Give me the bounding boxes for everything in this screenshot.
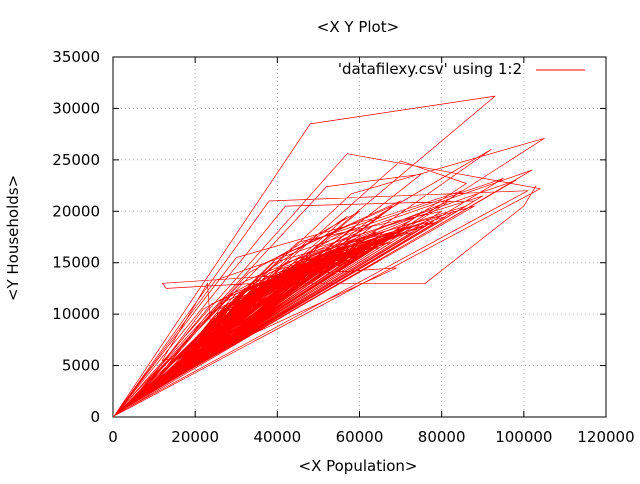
x-tick-label: 80000 <box>418 428 466 446</box>
x-axis-label: <X Population> <box>299 457 418 475</box>
axis-ticks <box>112 56 607 418</box>
y-tick-label: 5000 <box>62 357 100 375</box>
tick-labels: 0 20000 40000 60000 80000 100000 120000 0 5000 10… <box>52 48 634 446</box>
series-line <box>112 95 545 418</box>
series-layer <box>112 95 545 418</box>
x-tick-label: 40000 <box>253 428 301 446</box>
y-tick-label: 20000 <box>52 202 100 220</box>
y-tick-label: 0 <box>90 408 100 426</box>
y-tick-label: 25000 <box>52 151 100 169</box>
chart-title: <X Y Plot> <box>317 18 399 36</box>
y-tick-label: 15000 <box>52 254 100 272</box>
y-tick-label: 10000 <box>52 305 100 323</box>
x-tick-label: 0 <box>108 428 118 446</box>
x-tick-label: 20000 <box>171 428 219 446</box>
x-tick-label: 120000 <box>577 428 634 446</box>
y-tick-label: 30000 <box>52 99 100 117</box>
legend-label: 'datafilexy.csv' using 1:2 <box>338 60 522 78</box>
y-tick-label: 35000 <box>52 48 100 66</box>
legend: 'datafilexy.csv' using 1:2 <box>338 60 585 78</box>
y-axis-label: <Y Households> <box>4 175 22 301</box>
x-tick-label: 100000 <box>495 428 552 446</box>
x-tick-label: 60000 <box>336 428 384 446</box>
